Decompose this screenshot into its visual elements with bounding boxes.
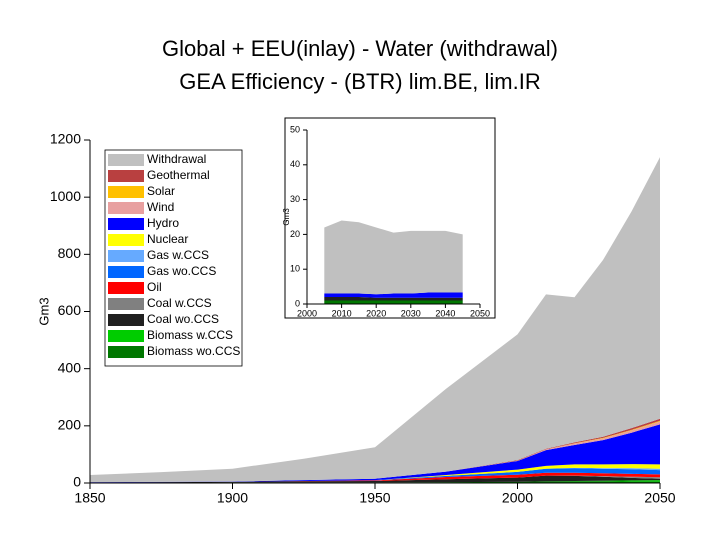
legend-swatch <box>108 154 144 166</box>
area <box>90 157 660 483</box>
legend-swatch <box>108 234 144 246</box>
x-tick-label: 1850 <box>74 490 105 506</box>
legend-swatch <box>108 266 144 278</box>
chart-title: GEA Efficiency - (BTR) lim.BE, lim.IR <box>179 69 540 94</box>
y-tick-label: 40 <box>290 159 300 169</box>
area <box>324 297 463 301</box>
legend-swatch <box>108 330 144 342</box>
legend-swatch <box>108 250 144 262</box>
y-axis-label: Gm3 <box>282 208 291 226</box>
x-tick-label: 2000 <box>502 490 533 506</box>
area <box>90 424 660 483</box>
y-tick-label: 0 <box>295 298 300 308</box>
x-tick-label: 2030 <box>401 309 421 319</box>
x-tick-label: 1900 <box>217 490 248 506</box>
legend-label: Coal w.CCS <box>147 296 212 310</box>
y-tick-label: 1200 <box>50 131 81 147</box>
y-tick-label: 1000 <box>50 188 81 204</box>
x-tick-label: 2040 <box>435 309 455 319</box>
x-tick-label: 2050 <box>644 490 675 506</box>
chart-title: Global + EEU(inlay) - Water (withdrawal) <box>162 36 558 61</box>
y-tick-label: 200 <box>58 417 82 433</box>
legend-label: Biomass wo.CCS <box>147 344 240 358</box>
legend-label: Coal wo.CCS <box>147 312 219 326</box>
y-tick-label: 20 <box>290 229 300 239</box>
y-tick-label: 600 <box>58 302 82 318</box>
area <box>90 472 660 483</box>
y-tick-label: 0 <box>73 474 81 490</box>
x-tick-label: 2010 <box>332 309 352 319</box>
x-tick-label: 2000 <box>297 309 317 319</box>
legend-label: Withdrawal <box>147 152 206 166</box>
area <box>90 475 660 483</box>
y-tick-label: 800 <box>58 245 82 261</box>
y-tick-label: 400 <box>58 359 82 375</box>
legend-swatch <box>108 202 144 214</box>
legend-label: Nuclear <box>147 232 188 246</box>
area <box>90 468 660 483</box>
legend-label: Hydro <box>147 216 179 230</box>
y-tick-label: 50 <box>290 124 300 134</box>
legend-label: Oil <box>147 280 162 294</box>
legend-swatch <box>108 218 144 230</box>
legend-label: Biomass w.CCS <box>147 328 233 342</box>
y-tick-label: 10 <box>290 264 300 274</box>
x-tick-label: 2050 <box>470 309 490 319</box>
legend-label: Solar <box>147 184 175 198</box>
area <box>324 300 463 304</box>
legend-swatch <box>108 298 144 310</box>
legend-swatch <box>108 170 144 182</box>
legend-swatch <box>108 282 144 294</box>
x-tick-label: 2020 <box>366 309 386 319</box>
legend-label: Gas w.CCS <box>147 248 209 262</box>
area <box>90 475 660 483</box>
area <box>324 292 463 298</box>
legend-label: Wind <box>147 200 174 214</box>
area <box>324 220 463 295</box>
legend-swatch <box>108 314 144 326</box>
area <box>90 464 660 483</box>
legend-swatch <box>108 346 144 358</box>
x-tick-label: 1950 <box>359 490 390 506</box>
y-tick-label: 30 <box>290 194 300 204</box>
legend-label: Gas wo.CCS <box>147 264 216 278</box>
y-axis-label: Gm3 <box>36 297 51 325</box>
legend-swatch <box>108 186 144 198</box>
legend-label: Geothermal <box>147 168 210 182</box>
